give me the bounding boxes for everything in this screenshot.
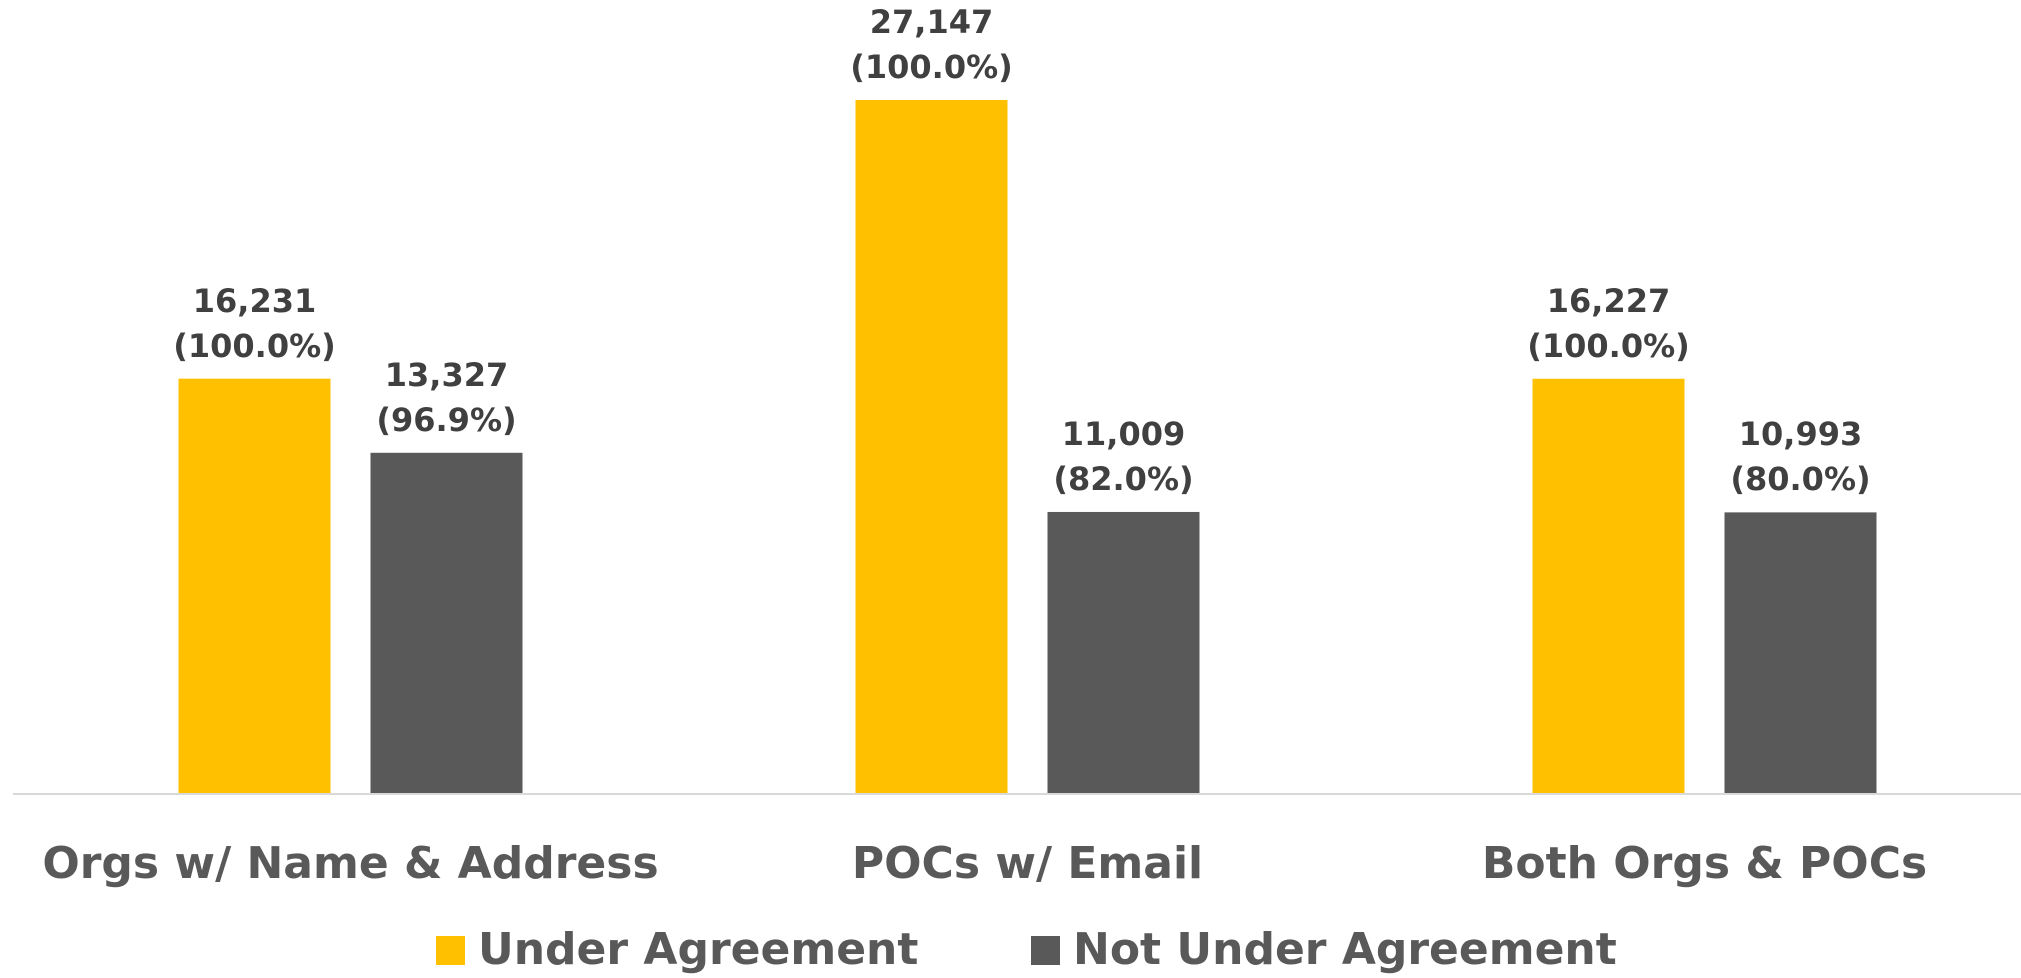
data-label: 11,009 (82.0%)	[1053, 414, 1194, 498]
x-tick-label: Orgs w/ Name & Address	[42, 838, 658, 889]
bar	[1532, 378, 1685, 793]
legend-label: Under Agreement	[478, 924, 918, 975]
legend-swatch	[436, 936, 465, 965]
bar	[370, 452, 523, 793]
legend-label: Not Under Agreement	[1073, 924, 1617, 975]
data-label: 16,231 (100.0%)	[173, 281, 336, 365]
x-tick-label: POCs w/ Email	[852, 838, 1203, 889]
data-label: 10,993 (80.0%)	[1730, 415, 1871, 499]
data-label: 13,327 (96.9%)	[376, 355, 517, 439]
legend-swatch	[1031, 936, 1060, 965]
data-label: 16,227 (100.0%)	[1527, 281, 1690, 365]
bar	[1724, 512, 1877, 793]
data-label: 27,147 (100.0%)	[850, 3, 1013, 86]
bar	[855, 100, 1008, 793]
bar	[1047, 511, 1200, 793]
x-tick-label: Both Orgs & POCs	[1482, 838, 1927, 889]
bar	[178, 378, 331, 793]
